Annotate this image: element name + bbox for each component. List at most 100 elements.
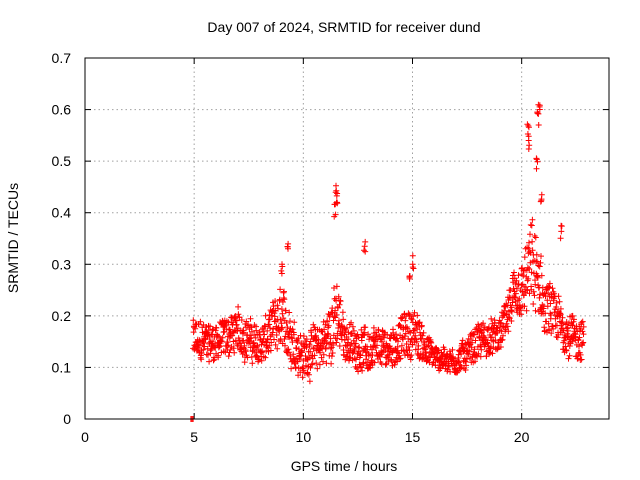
data-point (313, 360, 320, 367)
data-point (325, 331, 332, 338)
y-tick-label: 0 (63, 411, 71, 427)
data-point (428, 339, 435, 346)
data-point (571, 316, 577, 323)
data-point (534, 110, 541, 117)
data-point (565, 355, 572, 362)
data-point (307, 364, 314, 371)
data-point (545, 290, 552, 296)
data-point (362, 238, 369, 245)
data-point (306, 378, 313, 385)
data-point (580, 323, 587, 330)
data-point (472, 358, 478, 365)
data-point (267, 325, 274, 332)
data-points (187, 101, 587, 422)
data-point (233, 317, 240, 324)
data-point (409, 252, 416, 259)
data-point (347, 345, 354, 352)
data-point (343, 324, 350, 331)
data-point (288, 358, 295, 365)
data-point (340, 316, 347, 323)
data-point (419, 332, 426, 339)
data-point (410, 313, 417, 320)
x-tick-label: 0 (81, 429, 89, 445)
data-point (213, 324, 220, 331)
data-point (249, 328, 255, 335)
data-point (459, 337, 466, 344)
data-point (271, 313, 278, 320)
data-point (397, 323, 404, 329)
data-point (565, 327, 571, 334)
data-point (246, 338, 253, 345)
data-point (261, 331, 268, 338)
data-point (505, 314, 512, 321)
data-point (198, 350, 205, 357)
data-point (317, 349, 324, 356)
data-point (336, 301, 343, 308)
data-point (355, 368, 362, 375)
data-point (279, 299, 286, 305)
data-point (218, 338, 225, 345)
data-point (519, 288, 526, 295)
data-point (210, 338, 216, 345)
data-point (285, 331, 292, 338)
data-point (369, 346, 375, 353)
data-point (557, 305, 564, 312)
data-point (508, 318, 515, 324)
data-point (391, 361, 398, 368)
data-point (227, 347, 234, 353)
data-point (316, 361, 323, 368)
data-point (564, 333, 571, 340)
data-point (449, 346, 456, 353)
data-point (399, 336, 406, 343)
data-point (466, 348, 473, 355)
grid (85, 58, 609, 419)
data-point (345, 336, 352, 343)
data-point (545, 320, 552, 327)
data-point (330, 342, 337, 348)
data-point (281, 296, 288, 303)
data-point (526, 142, 533, 149)
data-point (216, 333, 222, 340)
data-point (579, 318, 586, 325)
data-point (557, 310, 564, 317)
data-point (297, 369, 304, 376)
data-point (547, 300, 554, 307)
data-point (508, 308, 515, 315)
data-point (322, 344, 329, 351)
data-point (280, 295, 287, 301)
data-point (531, 292, 538, 299)
data-point (382, 361, 389, 368)
data-point (480, 320, 487, 327)
data-point (333, 311, 340, 318)
data-point (463, 356, 470, 362)
data-point (477, 353, 484, 360)
data-point (533, 251, 540, 258)
data-point (454, 368, 461, 375)
data-point (512, 290, 519, 297)
data-point (441, 346, 448, 353)
data-point (529, 247, 536, 254)
data-point (538, 253, 544, 260)
data-point (535, 110, 542, 117)
data-point (334, 190, 341, 197)
data-point (289, 326, 296, 333)
data-point (352, 340, 359, 347)
data-point (272, 341, 279, 348)
data-point (569, 322, 576, 329)
data-point (525, 124, 532, 131)
data-point (299, 349, 306, 356)
data-point (456, 359, 463, 366)
data-point (529, 238, 536, 245)
data-point (277, 286, 284, 293)
data-point (306, 343, 313, 349)
data-point (420, 329, 427, 336)
data-point (320, 358, 326, 365)
y-tick-label: 0.7 (52, 50, 72, 66)
data-point (258, 357, 265, 364)
data-point (508, 307, 515, 314)
data-point (580, 331, 587, 338)
data-point (262, 354, 269, 361)
data-point (575, 337, 582, 344)
data-point (253, 352, 260, 359)
